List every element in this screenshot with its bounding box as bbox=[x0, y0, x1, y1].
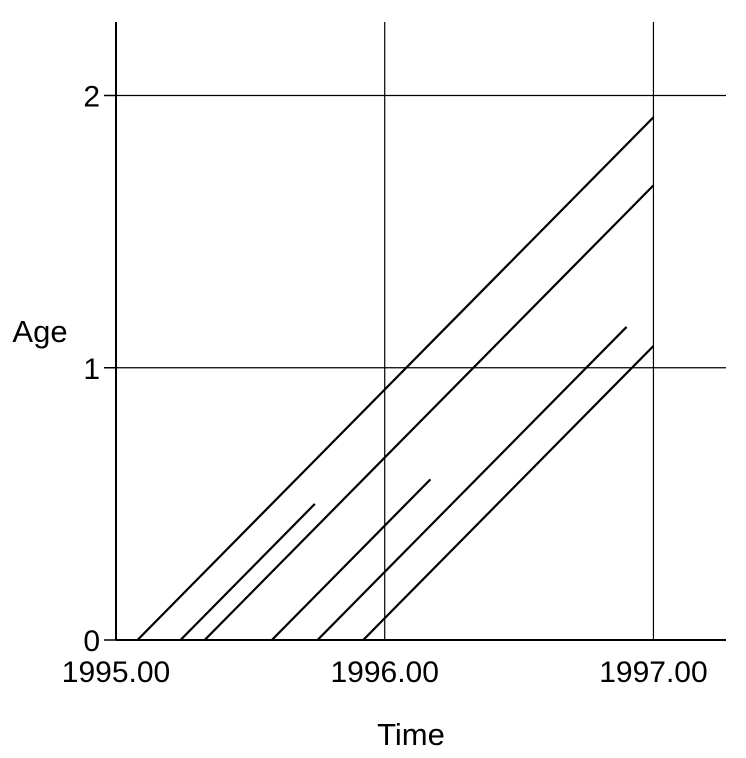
x-tick-label: 1996.00 bbox=[330, 656, 438, 689]
x-axis-label: Time bbox=[377, 717, 445, 752]
y-tick-label: 2 bbox=[83, 81, 100, 114]
life-line-1 bbox=[136, 116, 655, 641]
life-line-5 bbox=[316, 326, 628, 641]
y-tick-label: 1 bbox=[83, 353, 100, 386]
life-line-2 bbox=[179, 503, 316, 641]
grid-lines bbox=[116, 22, 726, 640]
axes bbox=[104, 22, 726, 641]
y-tick-label: 0 bbox=[83, 625, 100, 658]
life-lines bbox=[136, 116, 655, 641]
life-line-4 bbox=[271, 478, 432, 641]
x-tick-label: 1997.00 bbox=[599, 656, 707, 689]
x-tick-labels: 1995.00 1996.00 1997.00 bbox=[62, 656, 708, 689]
life-line-6 bbox=[362, 345, 655, 641]
y-tick-labels: 0 1 2 bbox=[83, 81, 100, 658]
x-tick-label: 1995.00 bbox=[62, 656, 170, 689]
y-axis-label: Age bbox=[12, 314, 67, 349]
life-line-3 bbox=[203, 184, 655, 641]
